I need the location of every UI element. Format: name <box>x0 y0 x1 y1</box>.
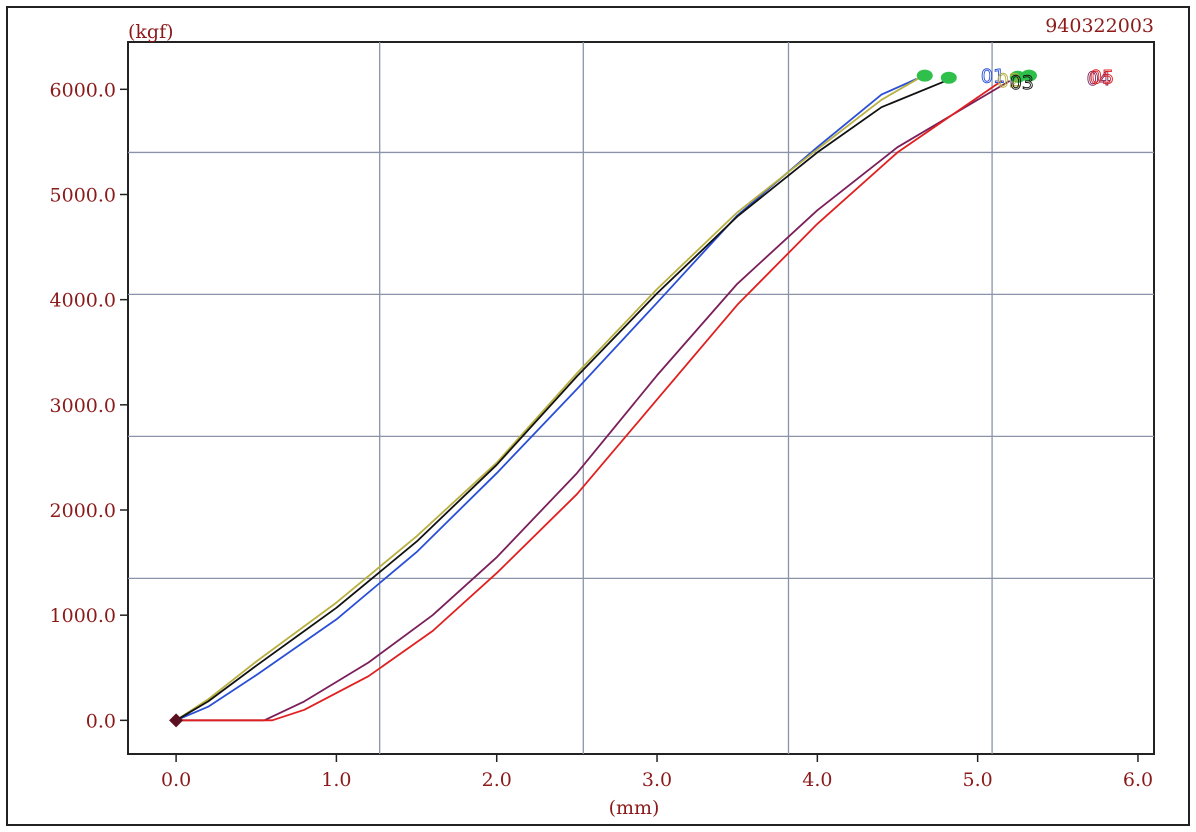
x-axis-label: (mm) <box>609 797 660 819</box>
y-tick-label: 5000.0 <box>50 184 116 206</box>
series-label: 03 <box>1010 72 1034 94</box>
break-point-marker <box>916 69 933 82</box>
series-label: 02 <box>997 70 1021 92</box>
specimen-id: 940322003 <box>1045 15 1154 37</box>
y-axis-label: (kgf) <box>128 21 174 43</box>
origin-marker <box>169 713 184 728</box>
x-tick-label: 6.0 <box>1123 769 1153 791</box>
series-line-04 <box>176 80 1011 722</box>
y-tick-label: 0.0 <box>86 710 116 732</box>
series-line-03 <box>175 80 946 722</box>
x-tick-label: 0.0 <box>161 769 191 791</box>
x-tick-label: 1.0 <box>321 769 351 791</box>
x-tick-label: 2.0 <box>482 769 512 791</box>
x-tick-label: 5.0 <box>963 769 993 791</box>
x-tick-label: 3.0 <box>642 769 672 791</box>
tick-labels: 0.0 1000.0 2000.0 3000.0 4000.0 5000.0 6000.0 0… <box>50 79 1154 791</box>
y-tick-label: 1000.0 <box>50 605 116 627</box>
series-label: 04 <box>1087 68 1111 90</box>
y-tick-label: 6000.0 <box>50 79 116 101</box>
series-line-05 <box>176 80 1003 722</box>
series-line-02 <box>175 75 922 722</box>
y-tick-label: 2000.0 <box>50 500 116 522</box>
y-tick-label: 3000.0 <box>50 395 116 417</box>
load-displacement-chart: 0.0 1000.0 2000.0 3000.0 4000.0 5000.0 6000.0 0… <box>50 15 1155 819</box>
series-line-01 <box>175 77 918 722</box>
y-tick-label: 4000.0 <box>50 290 116 312</box>
series-label: 01 <box>981 66 1005 88</box>
x-tick-label: 4.0 <box>802 769 832 791</box>
break-point-marker <box>940 71 957 84</box>
chart-frame: 0.0 1000.0 2000.0 3000.0 4000.0 5000.0 6000.0 0… <box>6 6 1190 826</box>
series-lines <box>175 75 1011 722</box>
series-label: 05 <box>1090 67 1114 89</box>
break-point-marker <box>1020 69 1037 82</box>
grid-lines <box>128 42 1154 754</box>
markers <box>169 69 1037 728</box>
